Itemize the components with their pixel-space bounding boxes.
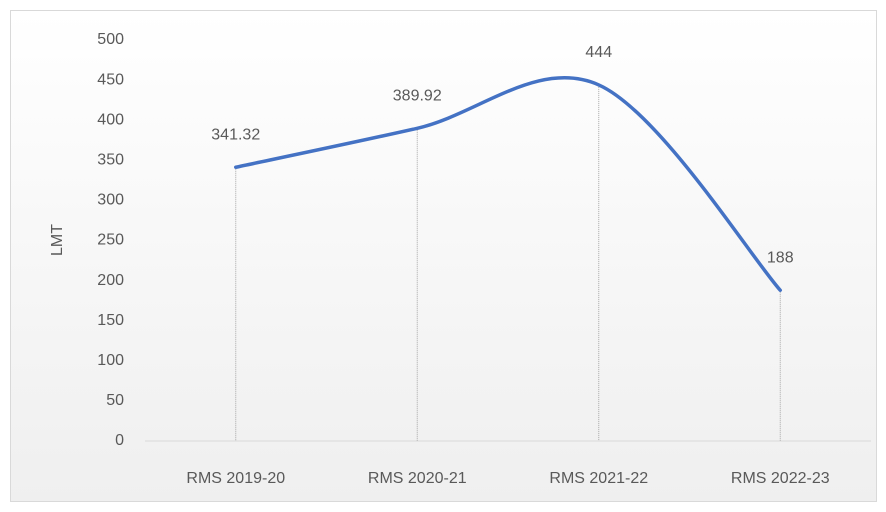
y-axis-label: LMT xyxy=(49,224,66,256)
line-series xyxy=(234,75,782,292)
y-tick-label: 0 xyxy=(115,432,124,449)
x-tick-label: RMS 2021-22 xyxy=(549,470,648,487)
y-tick-label: 450 xyxy=(97,71,124,88)
x-tick-label: RMS 2020-21 xyxy=(368,470,467,487)
y-tick-label: 100 xyxy=(97,352,124,369)
data-label: 341.32 xyxy=(211,126,260,143)
y-tick-label: 200 xyxy=(97,272,124,289)
data-label: 389.92 xyxy=(393,88,442,105)
y-tick-label: 50 xyxy=(106,392,124,409)
y-tick-label: 300 xyxy=(97,192,124,209)
y-tick-label: 350 xyxy=(97,152,124,169)
y-tick-label: 150 xyxy=(97,312,124,329)
chart-frame xyxy=(10,10,877,502)
data-label: 444 xyxy=(585,44,612,61)
x-tick-label: RMS 2019-20 xyxy=(186,470,285,487)
x-tick-label: RMS 2022-23 xyxy=(731,470,830,487)
y-tick-label: 250 xyxy=(97,232,124,249)
y-tick-label: 400 xyxy=(97,111,124,128)
data-label: 188 xyxy=(767,249,794,266)
y-tick-label: 500 xyxy=(97,31,124,48)
